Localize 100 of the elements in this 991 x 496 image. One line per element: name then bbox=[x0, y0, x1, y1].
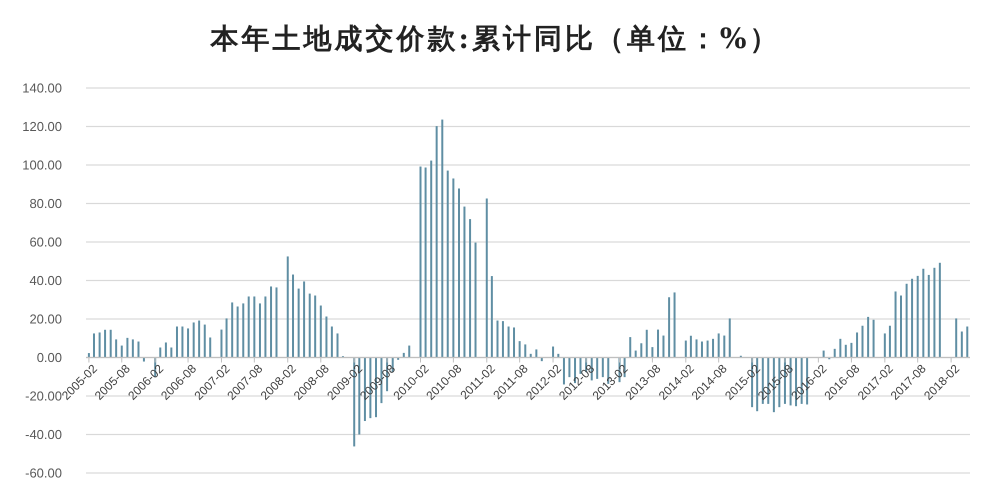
bar bbox=[723, 336, 726, 358]
bar bbox=[308, 294, 311, 358]
bar bbox=[706, 340, 709, 358]
bar bbox=[700, 342, 703, 358]
bar bbox=[634, 350, 637, 358]
bar bbox=[502, 321, 504, 358]
bar bbox=[286, 256, 289, 358]
bar bbox=[198, 320, 200, 358]
bar bbox=[867, 316, 870, 358]
bar bbox=[441, 120, 444, 358]
bar bbox=[657, 330, 660, 358]
bar bbox=[469, 219, 472, 358]
bar bbox=[718, 333, 720, 358]
bar bbox=[960, 332, 963, 358]
bar bbox=[518, 341, 521, 358]
bar bbox=[419, 166, 422, 358]
y-tick-label: 120.00 bbox=[22, 119, 62, 134]
bar bbox=[629, 337, 632, 358]
bar bbox=[120, 346, 123, 358]
bar bbox=[872, 320, 875, 358]
y-tick-label: 40.00 bbox=[29, 273, 62, 288]
bar bbox=[330, 326, 333, 358]
bar bbox=[88, 353, 90, 358]
bar bbox=[170, 347, 172, 358]
bar bbox=[181, 326, 184, 358]
bar bbox=[458, 188, 460, 358]
bar bbox=[690, 336, 692, 358]
bar bbox=[911, 278, 914, 358]
bar bbox=[916, 276, 919, 358]
bar bbox=[938, 262, 941, 358]
bar bbox=[253, 296, 256, 358]
bar bbox=[137, 342, 140, 358]
bar bbox=[928, 274, 930, 358]
bar bbox=[933, 268, 936, 358]
bar bbox=[446, 170, 449, 358]
bar bbox=[490, 276, 493, 358]
bar bbox=[888, 326, 891, 358]
bar bbox=[292, 274, 294, 358]
bar bbox=[159, 347, 162, 358]
bar bbox=[275, 287, 278, 358]
bar bbox=[126, 338, 128, 358]
bar bbox=[303, 281, 306, 358]
bar bbox=[98, 332, 101, 358]
bar bbox=[728, 318, 731, 358]
bar bbox=[486, 198, 488, 358]
bar bbox=[668, 297, 670, 358]
y-tick-label: 140.00 bbox=[22, 80, 62, 96]
bar bbox=[264, 296, 266, 358]
bar bbox=[839, 338, 842, 358]
bar bbox=[209, 337, 212, 358]
bar bbox=[850, 342, 852, 358]
bar bbox=[646, 330, 648, 358]
bar bbox=[336, 333, 339, 358]
bar bbox=[226, 318, 228, 358]
bar bbox=[325, 316, 328, 358]
bar bbox=[884, 333, 886, 358]
bar bbox=[164, 342, 167, 358]
bar bbox=[204, 324, 206, 358]
y-tick-label: -60.00 bbox=[25, 466, 62, 481]
bar bbox=[674, 292, 676, 358]
bar bbox=[906, 284, 908, 358]
y-tick-label: 80.00 bbox=[29, 196, 62, 212]
chart-title: 本年土地成交价款:累计同比（单位：%） bbox=[210, 22, 780, 55]
bar bbox=[430, 160, 432, 358]
y-tick-label: -40.00 bbox=[25, 427, 62, 442]
bar bbox=[314, 296, 316, 358]
bar bbox=[424, 168, 427, 358]
bar bbox=[684, 340, 687, 358]
y-tick-label: 60.00 bbox=[29, 234, 62, 250]
bar bbox=[496, 320, 498, 358]
bar bbox=[662, 336, 664, 358]
bar bbox=[110, 330, 112, 358]
bar bbox=[320, 306, 322, 358]
bar bbox=[248, 296, 250, 358]
bar bbox=[966, 326, 968, 358]
bar bbox=[192, 322, 195, 358]
bar bbox=[474, 242, 477, 358]
bar bbox=[258, 303, 261, 358]
bar bbox=[834, 348, 836, 358]
bar bbox=[176, 326, 178, 358]
bar bbox=[513, 327, 516, 358]
bar bbox=[236, 306, 239, 358]
bar bbox=[894, 291, 897, 358]
bar bbox=[231, 302, 234, 358]
bar bbox=[844, 344, 847, 358]
bar bbox=[298, 288, 300, 358]
bar bbox=[187, 328, 190, 358]
y-tick-label: 100.00 bbox=[22, 158, 62, 173]
bar bbox=[115, 339, 118, 358]
bar bbox=[92, 333, 95, 358]
y-tick-label: -20.00 bbox=[25, 388, 62, 404]
bar bbox=[922, 268, 924, 358]
bar bbox=[508, 326, 510, 358]
bar bbox=[452, 178, 454, 358]
bar bbox=[651, 347, 654, 358]
bar bbox=[861, 326, 864, 358]
y-tick-label: 20.00 bbox=[29, 312, 62, 327]
bar bbox=[242, 303, 244, 358]
bar bbox=[712, 338, 714, 358]
bar bbox=[535, 349, 538, 358]
